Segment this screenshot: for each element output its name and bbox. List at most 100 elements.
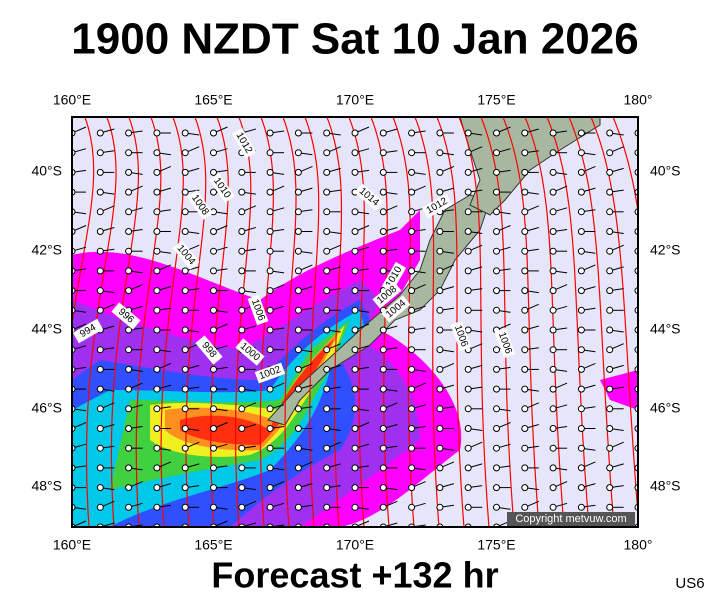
- station: [153, 149, 161, 157]
- station: [153, 326, 161, 334]
- station: [238, 365, 246, 373]
- station: [238, 267, 246, 275]
- station: [125, 287, 133, 295]
- station: [210, 365, 217, 373]
- station: [181, 484, 189, 492]
- station: [577, 287, 585, 295]
- station: [436, 228, 444, 235]
- station: [521, 346, 529, 354]
- station: [210, 267, 217, 275]
- barb: [637, 270, 638, 271]
- station: [125, 208, 133, 216]
- station: [436, 464, 444, 472]
- station: [549, 444, 557, 452]
- station: [464, 129, 472, 137]
- station: [408, 405, 416, 413]
- station: [379, 168, 387, 176]
- station: [606, 444, 614, 452]
- station: [493, 365, 500, 373]
- station: [96, 267, 104, 275]
- axes: 160°E 165°E 170°E 175°E 180° 160°E 165°E 170°E 1…: [31, 92, 680, 553]
- station: [323, 287, 331, 295]
- station: [125, 484, 133, 492]
- station: [408, 365, 416, 373]
- station: [125, 149, 133, 157]
- station: [125, 405, 133, 413]
- right-axis-label: 40°S: [650, 163, 681, 179]
- station: [577, 129, 585, 137]
- station: [493, 306, 500, 314]
- station: [464, 287, 472, 295]
- station: [408, 208, 416, 216]
- station: [153, 484, 161, 492]
- station: [577, 228, 585, 235]
- station: [210, 129, 217, 137]
- isobar-label-bg: [254, 362, 286, 384]
- station: [549, 228, 557, 235]
- station: [153, 287, 161, 295]
- station: [464, 267, 472, 275]
- station: [323, 208, 331, 216]
- isobar-label-bg: [372, 281, 402, 309]
- station: [266, 405, 274, 413]
- isobar: [326, 117, 343, 527]
- station: [351, 326, 359, 334]
- station: [408, 503, 416, 511]
- station: [266, 484, 274, 492]
- top-axis-label: 165°E: [194, 92, 232, 108]
- station: [577, 385, 585, 393]
- station: [464, 503, 472, 511]
- station: [464, 405, 472, 413]
- station: [408, 464, 416, 472]
- station: [153, 228, 161, 235]
- station: [493, 444, 500, 452]
- station: [379, 149, 387, 157]
- station: [294, 188, 302, 196]
- station: [549, 267, 557, 275]
- station: [266, 129, 274, 137]
- station: [606, 306, 614, 314]
- station: [379, 346, 387, 354]
- left-axis-label: 48°S: [31, 478, 62, 494]
- station: [493, 188, 500, 196]
- bottom-axis-label: 165°E: [194, 537, 232, 553]
- right-axis-label: 44°S: [650, 321, 681, 337]
- station: [379, 464, 387, 472]
- station: [266, 385, 274, 393]
- station: [577, 464, 585, 472]
- station: [549, 287, 557, 295]
- station: [266, 326, 274, 334]
- station: [238, 385, 246, 393]
- barb: [637, 310, 638, 311]
- station: [181, 129, 189, 137]
- station: [606, 168, 614, 176]
- station: [408, 484, 416, 492]
- title: 1900 NZDT Sat 10 Jan 2026: [71, 15, 638, 64]
- station: [351, 287, 359, 295]
- station: [125, 247, 133, 255]
- station: [521, 267, 529, 275]
- isobar: [480, 117, 515, 527]
- station: [351, 168, 359, 176]
- station: [521, 129, 529, 137]
- station: [294, 129, 302, 137]
- station: [323, 228, 331, 235]
- station: [436, 326, 444, 334]
- isobar: [414, 117, 440, 527]
- station: [379, 188, 387, 196]
- station: [436, 385, 444, 393]
- station: [351, 208, 359, 216]
- station: [549, 149, 557, 157]
- station: [323, 464, 331, 472]
- station: [294, 168, 302, 176]
- station: [351, 247, 359, 255]
- station: [436, 287, 444, 295]
- station: [323, 484, 331, 492]
- station: [379, 129, 387, 137]
- station: [549, 208, 557, 216]
- station: [181, 385, 189, 393]
- station: [210, 306, 217, 314]
- station: [577, 168, 585, 176]
- station: [323, 444, 331, 452]
- station: [294, 503, 302, 511]
